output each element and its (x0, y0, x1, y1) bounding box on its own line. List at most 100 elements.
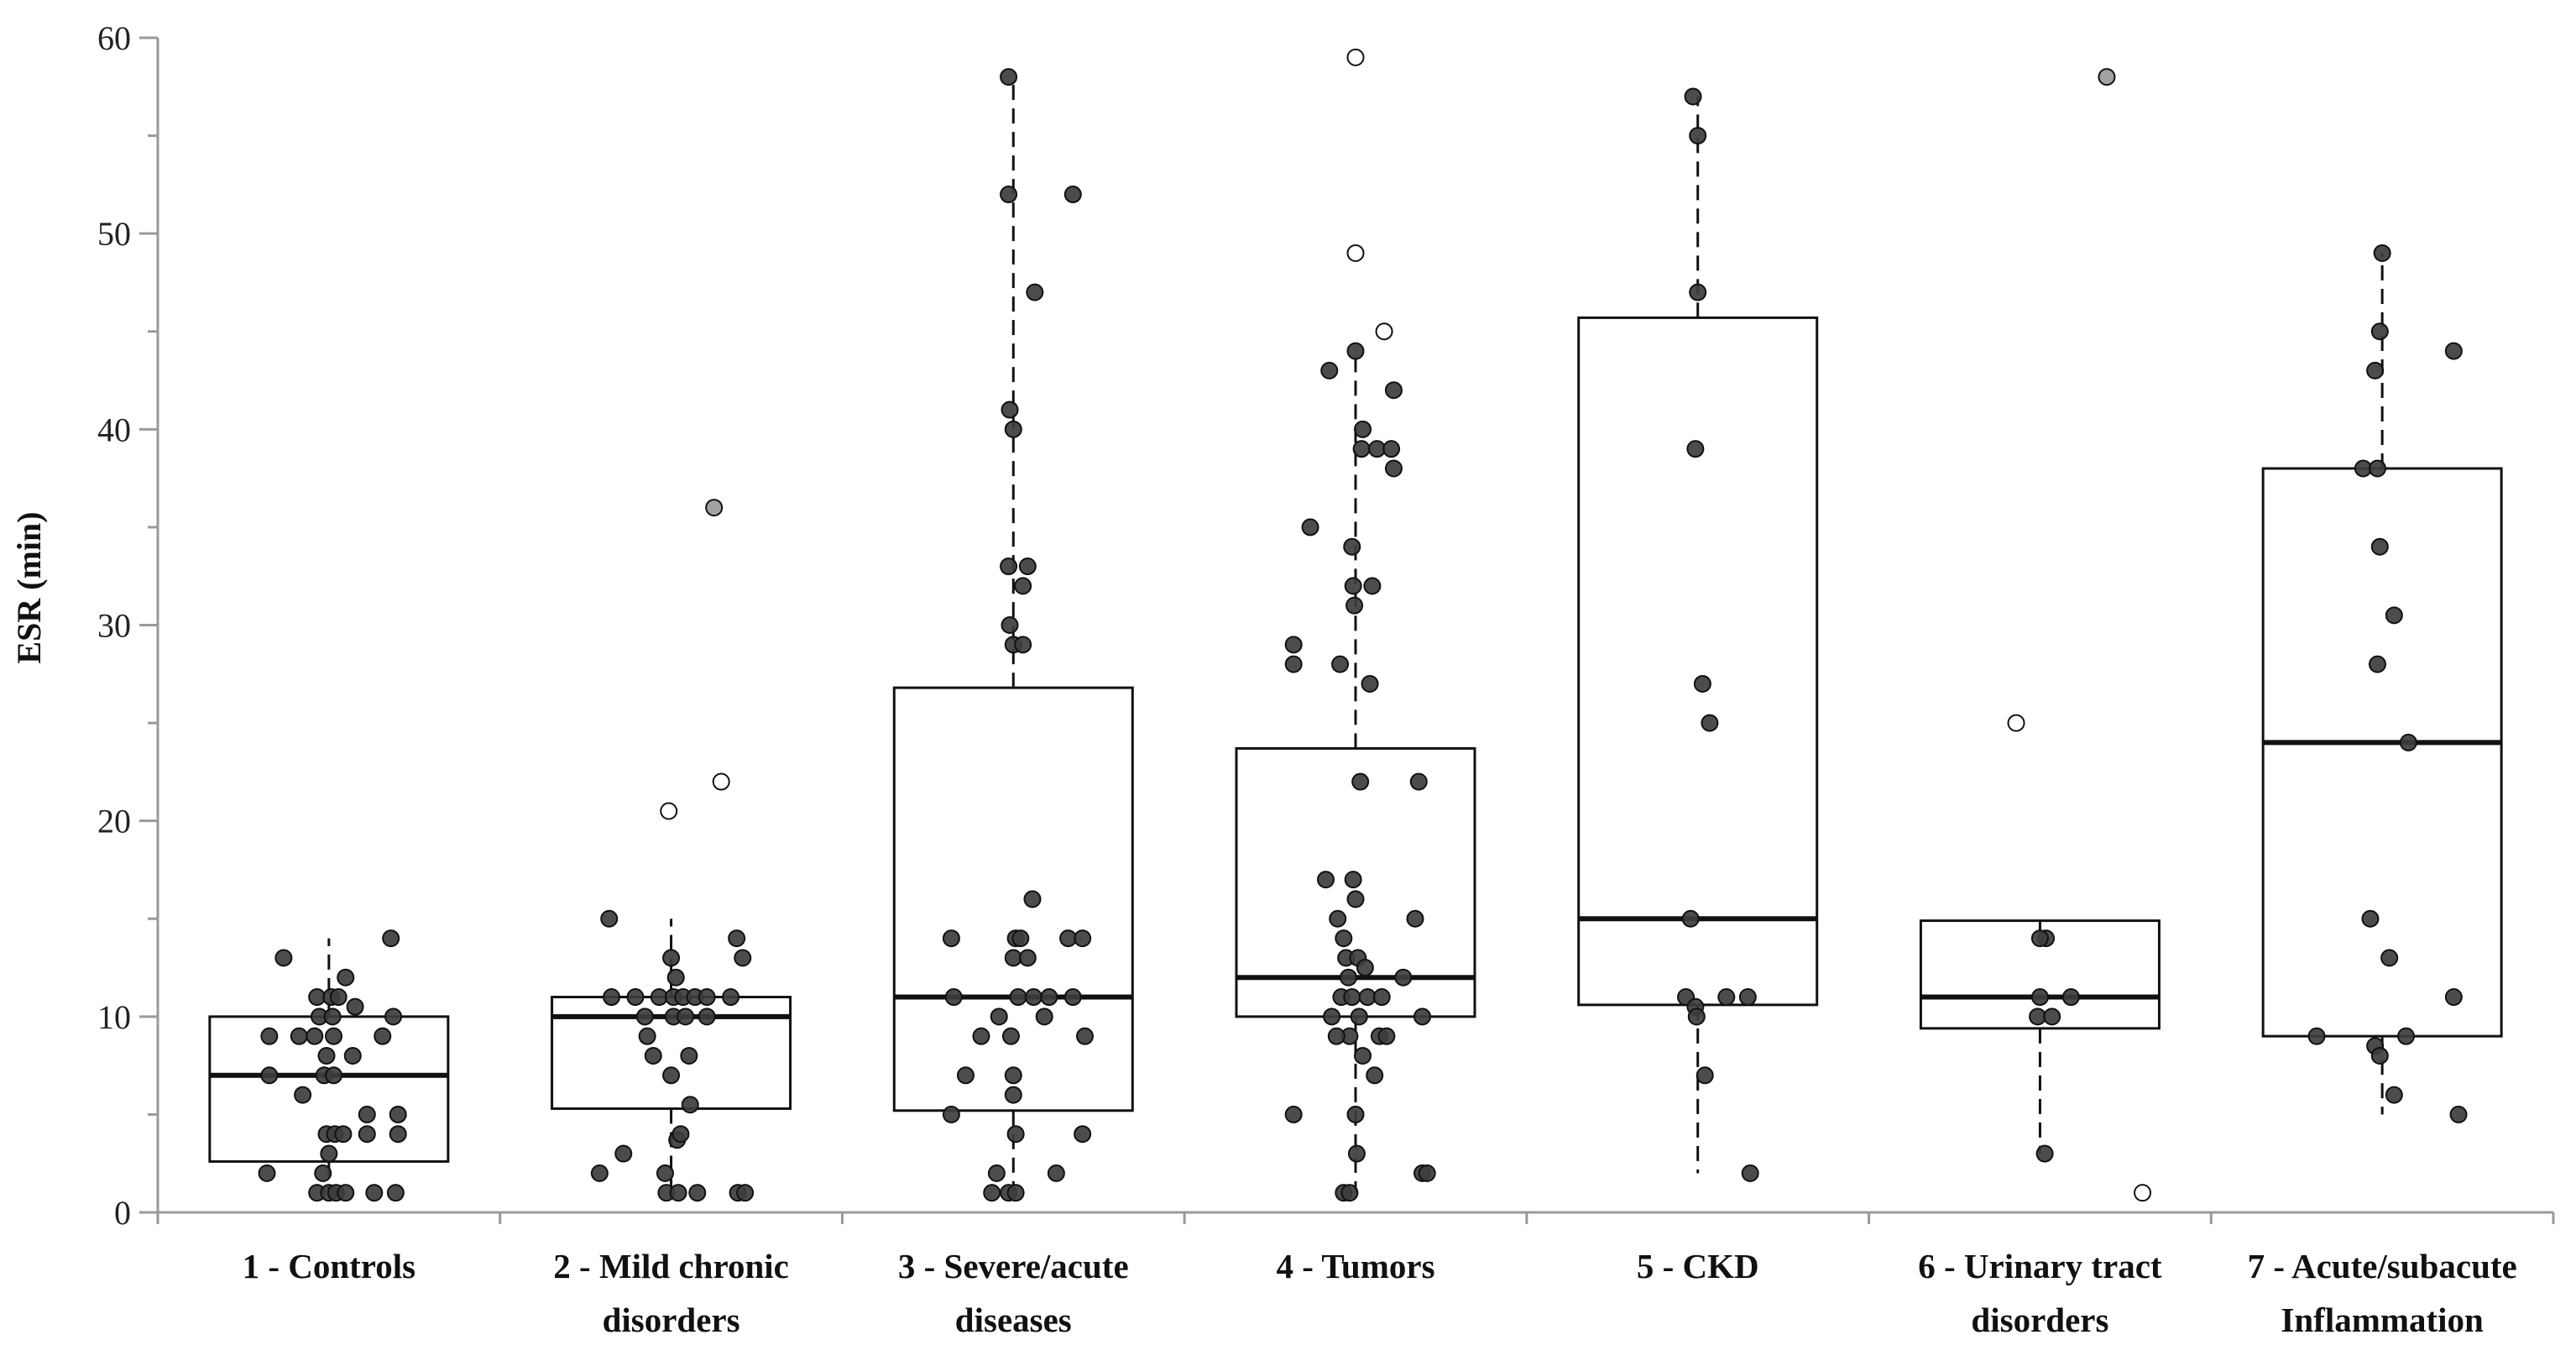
data-point (1327, 1027, 1345, 1045)
data-point (1063, 988, 1082, 1007)
outlier-point (1346, 243, 1365, 262)
data-point (705, 499, 724, 517)
data-point (1009, 988, 1027, 1007)
data-point (2043, 1008, 2061, 1026)
category-label: 3 - Severe/acute (898, 1247, 1129, 1285)
data-point (290, 1027, 308, 1045)
data-point (1284, 636, 1303, 654)
data-point (1351, 772, 1370, 791)
data-point (384, 1008, 403, 1026)
data-point (320, 1144, 338, 1163)
data-point (677, 1008, 695, 1026)
data-point (343, 1046, 362, 1065)
data-point (1394, 968, 1413, 987)
data-point (1346, 890, 1365, 908)
data-point (1320, 361, 1339, 380)
data-point (698, 1008, 716, 1026)
data-point (1372, 988, 1391, 1007)
data-point (1047, 1164, 1065, 1182)
data-point (1339, 968, 1357, 987)
data-point (590, 1164, 609, 1182)
data-point (644, 1046, 662, 1065)
data-point (1382, 440, 1401, 458)
data-point (1014, 636, 1032, 654)
data-point (1686, 440, 1705, 458)
data-point (2361, 909, 2380, 928)
data-point (1301, 518, 1319, 537)
data-point (1074, 1125, 1092, 1144)
data-point (1001, 616, 1019, 634)
data-point (1004, 1066, 1022, 1085)
data-point (1323, 1008, 1341, 1026)
category-label-line2: disorders (603, 1301, 740, 1339)
data-point (1689, 283, 1707, 301)
data-point (1354, 420, 1372, 438)
data-point (1014, 577, 1032, 595)
data-point (374, 1027, 392, 1045)
data-point (2385, 1086, 2403, 1104)
y-tick-label: 40 (97, 411, 131, 448)
data-point (2030, 929, 2049, 948)
data-point (671, 1125, 690, 1144)
data-point (2368, 655, 2386, 673)
data-point (1346, 1105, 1365, 1123)
data-point (1384, 459, 1403, 478)
data-point (1000, 186, 1018, 204)
data-point (1011, 929, 1030, 948)
data-point (1346, 342, 1365, 360)
data-point (614, 1144, 633, 1163)
data-point (662, 1066, 681, 1085)
data-point (1074, 929, 1092, 948)
data-point (1350, 1008, 1368, 1026)
data-point (990, 1008, 1008, 1026)
data-point (1738, 988, 1757, 1007)
data-point (662, 949, 681, 967)
data-point (722, 988, 740, 1007)
data-point (1701, 714, 1719, 732)
data-point (2370, 322, 2389, 341)
category-label: 2 - Mild chronic (553, 1247, 789, 1285)
axes: 0 10 20 30 40 50 60 (97, 19, 2555, 1232)
data-point (972, 1027, 990, 1045)
data-point (1696, 1066, 1714, 1085)
category-label: 1 - Controls (243, 1247, 416, 1285)
data-point (258, 1164, 276, 1182)
points-layer (258, 48, 2468, 1202)
data-point (1063, 186, 1082, 204)
data-point (325, 1066, 343, 1085)
data-point (1024, 988, 1042, 1007)
data-point (600, 909, 619, 928)
data-point (2035, 1144, 2054, 1163)
data-point (2380, 949, 2399, 967)
data-point (2366, 361, 2385, 380)
data-point (1366, 1066, 1384, 1085)
labels-layer: 1 - Controls 2 - Mild chronic disorders 3 -… (243, 1247, 2517, 1339)
data-point (1693, 674, 1711, 693)
data-point (382, 929, 400, 948)
data-point (1384, 381, 1403, 400)
data-point (358, 1125, 376, 1144)
data-point (1335, 929, 1353, 948)
data-point (1409, 772, 1428, 791)
box-iqr (892, 686, 1134, 1112)
outlier-point (2007, 714, 2025, 732)
data-point (681, 1096, 699, 1114)
data-point (680, 1046, 698, 1065)
y-tick-label: 10 (97, 998, 131, 1036)
y-axis-title: ESR (min) (10, 511, 48, 663)
outlier-point (660, 802, 678, 820)
y-tick-label: 50 (97, 215, 131, 253)
data-point (389, 1105, 407, 1123)
data-point (346, 997, 364, 1016)
data-point (1018, 557, 1037, 576)
data-point (2030, 988, 2049, 1007)
category-label: 7 - Acute/subacute (2248, 1247, 2517, 1285)
data-point (2307, 1027, 2326, 1045)
data-point (736, 1184, 755, 1202)
y-tick-label: 0 (114, 1194, 131, 1232)
data-point (2444, 988, 2463, 1007)
outlier-point (712, 772, 730, 791)
category-label-line2: diseases (955, 1301, 1072, 1339)
category-label: 6 - Urinary tract (1918, 1247, 2162, 1285)
